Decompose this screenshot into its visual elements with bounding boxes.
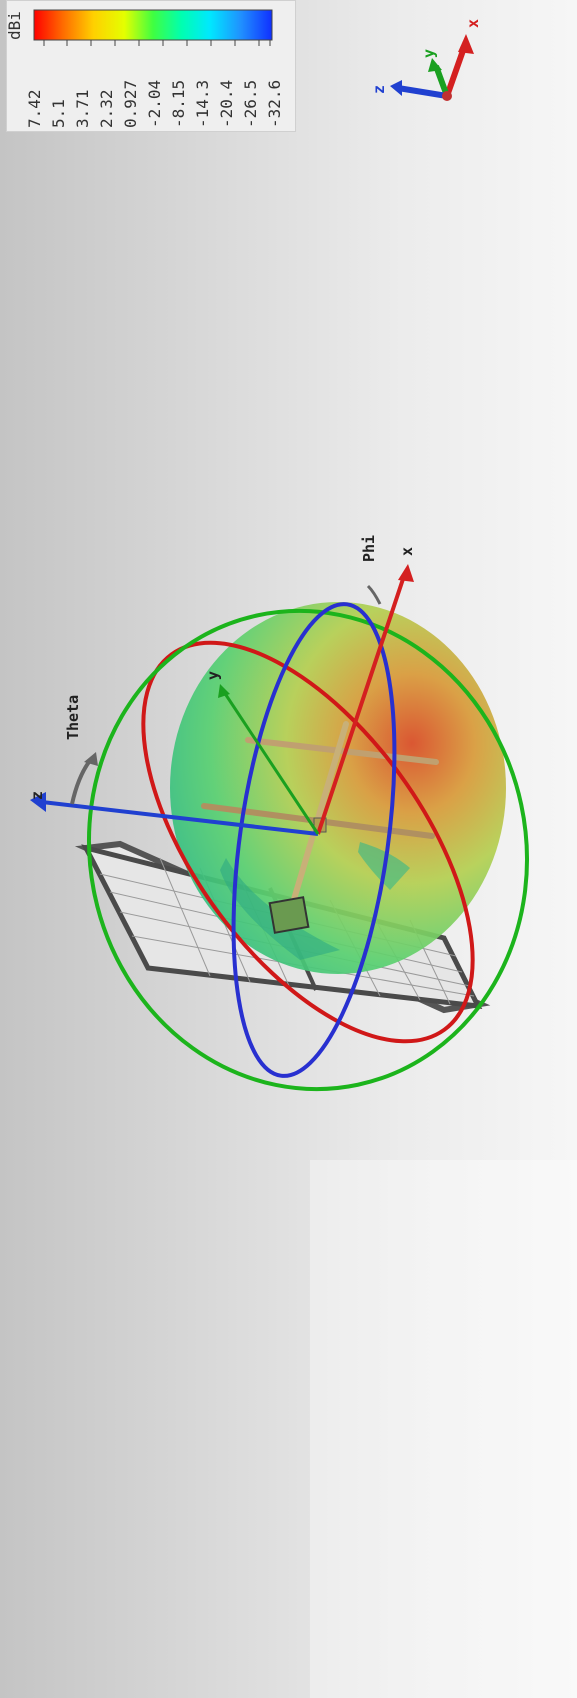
legend-value: -2.04 [145,80,164,128]
phi-label: Phi [360,535,378,562]
legend-value: -20.4 [217,80,236,128]
legend-value: 2.32 [97,89,116,128]
lower-panel [310,1160,577,1698]
scene-y-axis: y [204,671,320,835]
theta-ring-red [141,640,475,1044]
legend-value: -32.6 [265,80,284,128]
legend-value: 5.1 [49,99,68,128]
ring-blue [231,602,397,1078]
legend-value: -8.15 [169,80,188,128]
theta-indicator: Theta [64,695,98,805]
legend-value: 3.71 [73,89,92,128]
legend-value: 0.927 [121,80,140,128]
triad-z-label: z [370,85,388,94]
triad-y-label: y [420,49,438,58]
legend-unit: dBi [5,11,24,40]
colorbar-ticks [43,40,271,46]
scene-x-axis: x [316,547,416,835]
orientation-triad[interactable]: x y z [370,19,482,101]
scene-y-label: y [204,671,222,680]
scene-z-label: z [28,791,46,800]
colorbar [34,10,272,248]
legend-values: 7.42 5.1 3.71 2.32 0.927 -2.04 -8.15 -14… [25,80,284,128]
scene-z-axis: z [28,791,319,836]
legend-value: -26.5 [241,80,260,128]
colorbar-strip [33,9,273,41]
phi-indicator: Phi [360,535,382,605]
radiation-pattern-sphere [170,602,506,974]
legend-value: 7.42 [25,89,44,128]
scene-x-label: x [398,547,416,556]
triad-x-label: x [464,19,482,28]
legend-value: -14.3 [193,80,212,128]
phi-ring-green [87,608,529,1092]
theta-label: Theta [64,695,82,740]
